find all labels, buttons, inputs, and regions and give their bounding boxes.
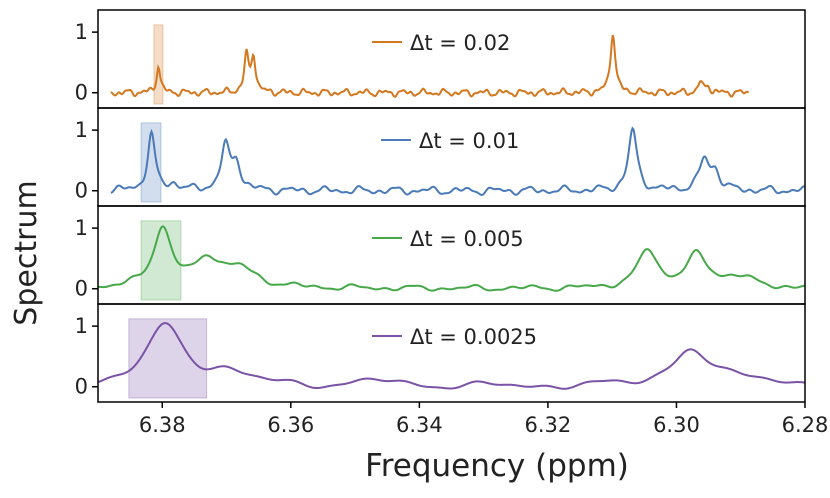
highlight-band: [128, 318, 208, 399]
panel-dt-0.0025: 0 1 Δt = 0.0025: [75, 303, 806, 403]
y-tick-label: 0: [75, 81, 88, 105]
legend-label: Δt = 0.01: [419, 129, 519, 153]
y-tick-label: 1: [75, 118, 88, 142]
y-tick-label: 0: [75, 375, 88, 399]
y-tick-label: 0: [75, 179, 88, 203]
legend-label: Δt = 0.02: [410, 31, 510, 55]
legend: Δt = 0.005: [372, 227, 524, 251]
panel-frame: [97, 9, 806, 109]
x-tick-label: 6.32: [525, 413, 572, 437]
spectrum-line: [110, 126, 806, 196]
panel-dt-0.02: 0 1 Δt = 0.02: [75, 9, 806, 109]
y-tick-label: 1: [75, 314, 88, 338]
legend-label: Δt = 0.005: [410, 227, 524, 251]
panel-frame: [97, 303, 806, 403]
x-axis: 6.38 6.36 6.34 6.32 6.30 6.28: [139, 402, 828, 437]
panel-dt-0.01: 0 1 Δt = 0.01: [75, 107, 806, 207]
x-tick-label: 6.28: [782, 413, 829, 437]
y-tick-label: 1: [75, 216, 88, 240]
legend: Δt = 0.0025: [372, 325, 537, 349]
y-axis-label: Spectrum: [9, 180, 44, 325]
highlight-band: [140, 122, 162, 203]
panel-dt-0.005: 0 1 Δt = 0.005: [75, 205, 806, 305]
legend-label: Δt = 0.0025: [410, 325, 537, 349]
x-tick-label: 6.38: [139, 413, 186, 437]
x-tick-label: 6.34: [396, 413, 443, 437]
x-axis-label: Frequency (ppm): [365, 448, 629, 484]
panels-layer: 0 1 Δt = 0.02 0 1 Δt = 0.01 0 1 Δt = 0.005 0 1 Δt =…: [75, 9, 806, 403]
spectrum-line: [110, 34, 750, 99]
x-tick-label: 6.30: [653, 413, 700, 437]
spectrum-line: [97, 322, 806, 390]
legend: Δt = 0.01: [381, 129, 519, 153]
highlight-band: [140, 220, 182, 301]
spectrum-line: [97, 225, 806, 292]
x-tick-label: 6.36: [267, 413, 314, 437]
highlight-band: [153, 24, 164, 105]
y-tick-label: 0: [75, 277, 88, 301]
y-tick-label: 1: [75, 20, 88, 44]
legend: Δt = 0.02: [372, 31, 510, 55]
